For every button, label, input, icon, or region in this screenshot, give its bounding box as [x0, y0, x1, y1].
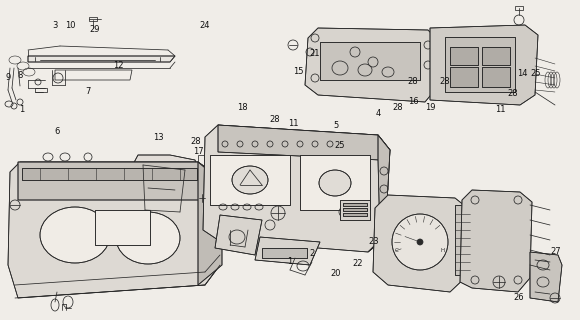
- Text: 25: 25: [335, 140, 345, 149]
- Polygon shape: [203, 125, 390, 252]
- Polygon shape: [255, 237, 320, 265]
- Text: 18: 18: [237, 102, 247, 111]
- Polygon shape: [22, 168, 197, 180]
- Polygon shape: [210, 155, 290, 205]
- Text: 7: 7: [85, 87, 90, 97]
- Polygon shape: [482, 67, 510, 87]
- Polygon shape: [368, 135, 390, 252]
- Text: C: C: [395, 248, 399, 253]
- Text: 28: 28: [408, 77, 418, 86]
- Text: 16: 16: [408, 98, 418, 107]
- Text: 15: 15: [293, 68, 303, 76]
- Text: 3: 3: [52, 20, 57, 29]
- Text: 29: 29: [90, 25, 100, 34]
- Text: H: H: [441, 248, 445, 253]
- Ellipse shape: [392, 214, 448, 270]
- Text: 13: 13: [153, 132, 164, 141]
- Ellipse shape: [40, 207, 110, 263]
- Text: 28: 28: [191, 138, 201, 147]
- Polygon shape: [343, 203, 367, 206]
- Text: 17: 17: [193, 148, 204, 156]
- Text: 22: 22: [353, 259, 363, 268]
- Ellipse shape: [417, 239, 423, 245]
- Polygon shape: [340, 200, 370, 220]
- Text: 28: 28: [270, 116, 280, 124]
- Polygon shape: [28, 56, 175, 62]
- Text: 8: 8: [17, 70, 23, 79]
- Text: 28: 28: [440, 77, 450, 86]
- Polygon shape: [300, 155, 370, 210]
- Polygon shape: [373, 195, 470, 292]
- Text: 11: 11: [495, 106, 505, 115]
- Polygon shape: [95, 210, 150, 245]
- Polygon shape: [455, 205, 470, 275]
- Text: 25: 25: [531, 69, 541, 78]
- Text: 1: 1: [287, 257, 293, 266]
- Polygon shape: [218, 125, 390, 160]
- Polygon shape: [460, 190, 532, 292]
- Ellipse shape: [232, 166, 268, 194]
- Text: 4: 4: [375, 108, 380, 117]
- Polygon shape: [343, 213, 367, 216]
- Text: 19: 19: [425, 102, 435, 111]
- Text: 24: 24: [200, 20, 210, 29]
- Text: 10: 10: [65, 21, 75, 30]
- Polygon shape: [215, 215, 262, 255]
- Text: 2: 2: [309, 249, 314, 258]
- Polygon shape: [130, 155, 200, 225]
- Text: 5: 5: [334, 121, 339, 130]
- Text: 28: 28: [508, 90, 519, 99]
- Polygon shape: [482, 47, 510, 65]
- Text: 23: 23: [369, 236, 379, 245]
- Polygon shape: [262, 248, 307, 258]
- Polygon shape: [430, 25, 538, 105]
- Polygon shape: [450, 47, 478, 65]
- Text: 26: 26: [514, 293, 524, 302]
- Polygon shape: [343, 208, 367, 211]
- Ellipse shape: [116, 212, 180, 264]
- Text: 14: 14: [517, 69, 527, 78]
- Text: 12: 12: [113, 60, 123, 69]
- Polygon shape: [8, 162, 222, 298]
- Text: 6: 6: [55, 127, 60, 137]
- Text: 9: 9: [5, 73, 10, 82]
- Text: 27: 27: [550, 247, 561, 257]
- Polygon shape: [450, 67, 478, 87]
- Ellipse shape: [319, 170, 351, 196]
- Polygon shape: [18, 162, 222, 200]
- Polygon shape: [198, 162, 222, 285]
- Polygon shape: [320, 42, 420, 80]
- Polygon shape: [530, 252, 562, 302]
- Text: 21: 21: [310, 49, 320, 58]
- Text: 20: 20: [331, 268, 341, 277]
- Text: 11: 11: [288, 119, 298, 129]
- Text: 1: 1: [19, 106, 24, 115]
- Text: 28: 28: [393, 102, 403, 111]
- Polygon shape: [445, 37, 515, 92]
- Polygon shape: [305, 28, 438, 102]
